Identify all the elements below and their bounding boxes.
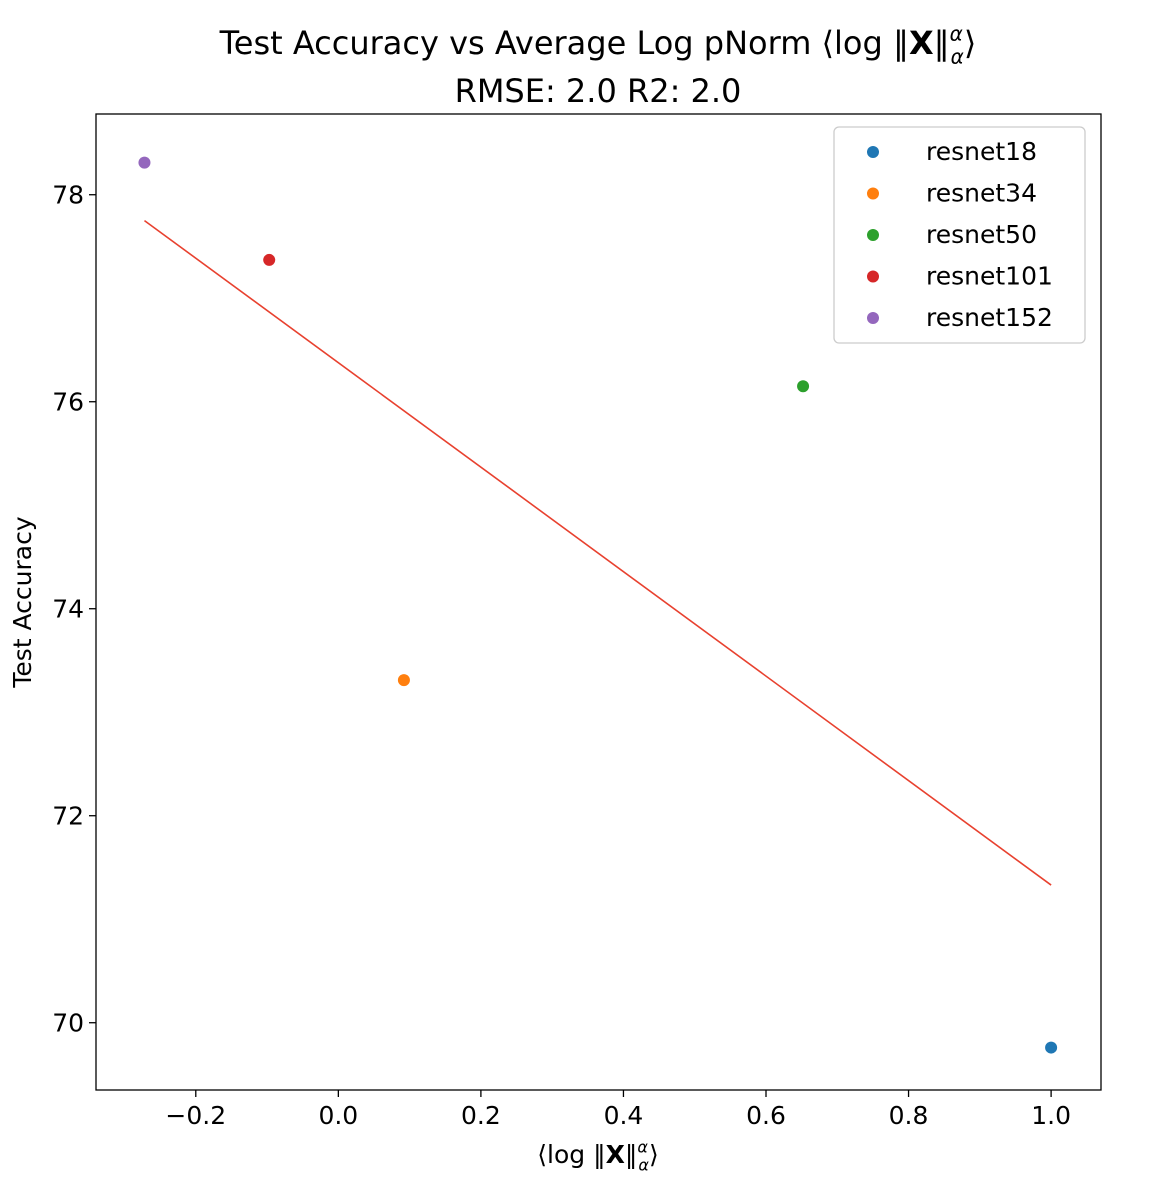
fit-line xyxy=(143,219,1052,886)
x-tick-label: −0.2 xyxy=(165,1101,226,1130)
y-axis-label: Test Accuracy xyxy=(8,516,37,689)
chart-subtitle: RMSE: 2.0 R2: 2.0 xyxy=(455,72,742,110)
y-tick-label: 78 xyxy=(52,181,84,210)
data-point-resnet34 xyxy=(397,674,410,687)
legend-marker-resnet18 xyxy=(867,146,879,158)
legend-label-resnet50: resnet50 xyxy=(926,220,1037,249)
legend-label-resnet152: resnet152 xyxy=(926,303,1053,332)
legend-marker-resnet101 xyxy=(867,270,879,283)
y-tick-label: 70 xyxy=(52,1009,84,1038)
data-point-resnet50 xyxy=(797,380,810,393)
chart-title-group: Test Accuracy vs Average Log pNorm ⟨log … xyxy=(219,22,977,110)
legend-marker-resnet34 xyxy=(867,187,879,200)
legend-marker-resnet152 xyxy=(867,312,879,324)
x-tick-label: 0.8 xyxy=(889,1101,929,1130)
legend-label-resnet101: resnet101 xyxy=(926,262,1053,291)
y-tick-label: 76 xyxy=(52,388,84,417)
x-tick-label: 0.0 xyxy=(318,1101,358,1130)
legend: resnet18 resnet34 resnet50 resnet101 resnet1… xyxy=(833,126,1086,344)
y-tick-label: 74 xyxy=(52,595,84,624)
y-tick-label: 72 xyxy=(52,802,84,831)
fit-line-group xyxy=(143,219,1052,886)
plot-area-frame xyxy=(95,113,1102,1091)
x-axis-ticks: −0.2 0.0 0.2 0.4 0.6 0.8 1.0 xyxy=(165,1090,1071,1130)
legend-label-resnet18: resnet18 xyxy=(926,137,1037,166)
x-axis-label: ⟨log ‖X‖α α⟩ xyxy=(537,1138,658,1175)
legend-marker-resnet50 xyxy=(867,229,879,241)
data-point-resnet18 xyxy=(1045,1041,1058,1054)
x-tick-label: 0.4 xyxy=(604,1101,644,1130)
data-points xyxy=(138,156,1058,1054)
x-axis-label-group: ⟨log ‖X‖α α⟩ xyxy=(537,1138,658,1175)
x-tick-label: 0.6 xyxy=(746,1101,786,1130)
x-tick-label: 1.0 xyxy=(1031,1101,1071,1130)
legend-label-resnet34: resnet34 xyxy=(926,179,1037,208)
x-tick-label: 0.2 xyxy=(461,1101,501,1130)
data-point-resnet101 xyxy=(263,253,276,266)
y-axis-ticks: 70 72 74 76 78 xyxy=(52,181,96,1038)
chart-title: Test Accuracy vs Average Log pNorm ⟨log … xyxy=(219,22,977,69)
data-point-resnet152 xyxy=(138,156,151,169)
legend-frame xyxy=(833,126,1086,344)
